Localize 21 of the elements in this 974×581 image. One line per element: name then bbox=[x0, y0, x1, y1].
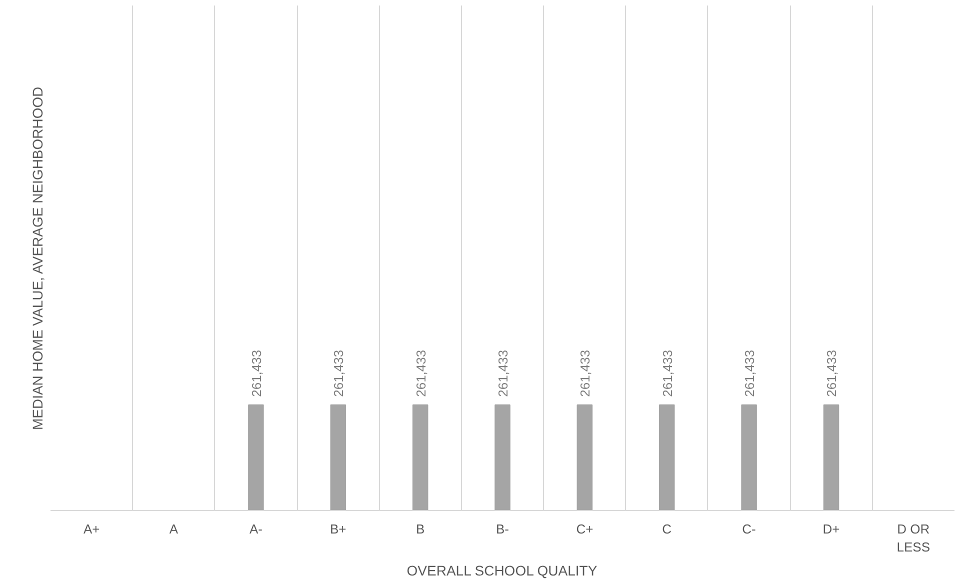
x-tick-label: D OR LESS bbox=[896, 522, 930, 554]
y-axis-title: MEDIAN HOME VALUE, AVERAGE NEIGHBORHOOD bbox=[30, 86, 46, 430]
x-tick-label: C+ bbox=[576, 522, 594, 536]
data-label: 261,433 bbox=[331, 350, 346, 397]
data-label: 261,433 bbox=[742, 350, 758, 397]
data-label: 261,433 bbox=[824, 350, 840, 397]
data-label: 261,433 bbox=[413, 350, 428, 397]
x-tick-label: A bbox=[169, 522, 178, 536]
x-tick-label: D+ bbox=[822, 522, 840, 536]
data-label: 261,433 bbox=[660, 350, 675, 397]
x-tick-label: A+ bbox=[83, 522, 100, 536]
x-tick-label: C bbox=[662, 522, 672, 536]
data-label: 261,433 bbox=[578, 350, 593, 397]
x-axis-title: OVERALL SCHOOL QUALITY bbox=[406, 562, 598, 578]
x-tick-label: B- bbox=[496, 522, 509, 536]
x-tick-label: A- bbox=[249, 522, 262, 536]
x-tick-label: C- bbox=[742, 522, 756, 536]
x-tick-label: B+ bbox=[330, 522, 346, 536]
data-label: 261,433 bbox=[248, 350, 264, 397]
data-label: 261,433 bbox=[496, 350, 510, 397]
x-tick-label: B bbox=[416, 522, 425, 536]
